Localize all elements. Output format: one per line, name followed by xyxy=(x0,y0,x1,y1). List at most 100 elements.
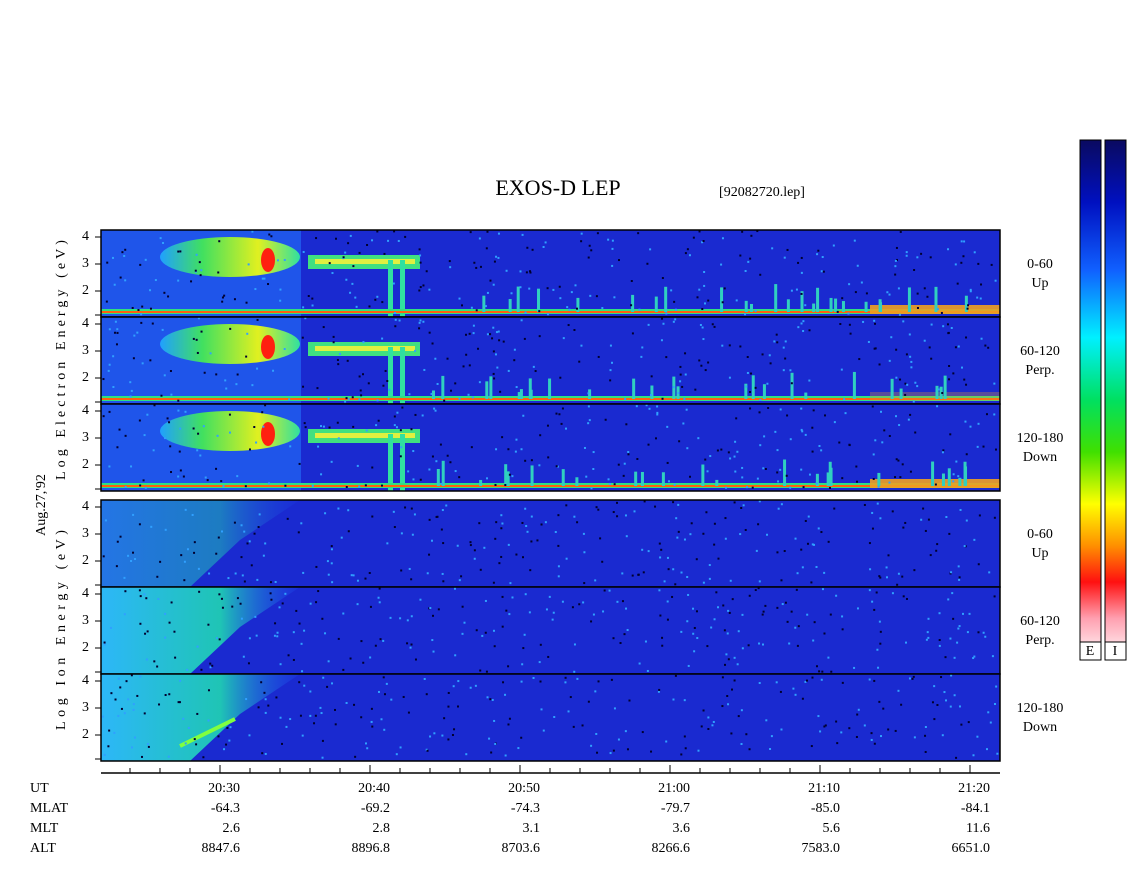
y-tick-label: 2 xyxy=(82,727,89,742)
noise-dot xyxy=(677,392,680,395)
noise-dot xyxy=(818,670,821,673)
noise-dot xyxy=(795,588,798,591)
noise-dot xyxy=(435,460,438,463)
noise-dot xyxy=(623,633,626,636)
noise-dot xyxy=(758,682,761,685)
noise-dot xyxy=(530,515,533,518)
noise-dot xyxy=(179,469,182,472)
noise-dot xyxy=(847,312,850,315)
spike xyxy=(482,295,486,312)
noise-dot xyxy=(995,685,998,688)
noise-dot xyxy=(115,565,118,568)
noise-dot xyxy=(877,666,880,669)
noise-dot xyxy=(871,527,874,530)
noise-dot xyxy=(256,367,259,370)
noise-dot xyxy=(547,655,550,658)
panel-label: Perp. xyxy=(1025,363,1054,378)
noise-dot xyxy=(177,475,180,478)
noise-dot xyxy=(888,359,891,362)
noise-dot xyxy=(748,594,751,597)
noise-dot xyxy=(611,264,614,267)
noise-dot xyxy=(127,698,130,701)
noise-dot xyxy=(147,743,150,746)
noise-dot xyxy=(136,694,139,697)
noise-dot xyxy=(741,613,744,616)
noise-dot xyxy=(425,748,428,751)
noise-dot xyxy=(197,317,200,320)
plasma-core xyxy=(261,335,275,359)
noise-dot xyxy=(603,589,606,592)
noise-dot xyxy=(762,467,765,470)
noise-dot xyxy=(674,674,677,677)
noise-dot xyxy=(525,271,528,274)
spike xyxy=(436,468,440,486)
y-tick-label: 4 xyxy=(82,673,89,688)
noise-dot xyxy=(441,734,444,737)
spike xyxy=(720,287,724,312)
noise-dot xyxy=(638,308,641,311)
noise-dot xyxy=(545,608,548,611)
panel-label: 60-120 xyxy=(1020,344,1060,359)
spike xyxy=(783,459,787,486)
noise-dot xyxy=(376,295,379,298)
noise-dot xyxy=(465,753,468,756)
noise-dot xyxy=(607,238,610,241)
noise-dot xyxy=(711,724,714,727)
noise-dot xyxy=(877,485,880,488)
noise-dot xyxy=(117,714,120,717)
noise-dot xyxy=(465,353,468,356)
noise-dot xyxy=(800,407,803,410)
noise-dot xyxy=(774,430,777,433)
noise-dot xyxy=(390,698,393,701)
noise-dot xyxy=(914,381,917,384)
noise-dot xyxy=(494,483,497,486)
noise-dot xyxy=(960,261,963,264)
noise-dot xyxy=(989,721,992,724)
noise-dot xyxy=(559,376,562,379)
noise-dot xyxy=(875,591,878,594)
noise-dot xyxy=(744,528,747,531)
noise-dot xyxy=(797,625,800,628)
spectrogram-panel xyxy=(100,316,1001,405)
noise-dot xyxy=(958,576,961,579)
noise-dot xyxy=(552,288,555,291)
noise-dot xyxy=(658,589,661,592)
spike xyxy=(815,473,819,486)
noise-dot xyxy=(327,573,330,576)
noise-dot xyxy=(376,399,379,402)
noise-dot xyxy=(869,568,872,571)
noise-dot xyxy=(660,548,663,551)
noise-dot xyxy=(587,256,590,259)
noise-dot xyxy=(352,574,355,577)
row-value: 8266.6 xyxy=(652,841,691,856)
noise-dot xyxy=(673,300,676,303)
noise-dot xyxy=(217,536,220,539)
noise-dot xyxy=(370,720,373,723)
noise-dot xyxy=(202,756,205,759)
noise-dot xyxy=(406,619,409,622)
noise-dot xyxy=(539,643,542,646)
noise-dot xyxy=(108,410,111,413)
noise-dot xyxy=(912,675,915,678)
noise-dot xyxy=(800,256,803,259)
noise-dot xyxy=(298,462,301,465)
noise-dot xyxy=(473,261,476,264)
noise-dot xyxy=(433,732,436,735)
noise-dot xyxy=(728,376,731,379)
noise-dot xyxy=(119,535,122,538)
noise-dot xyxy=(633,510,636,513)
noise-dot xyxy=(878,363,881,366)
noise-dot xyxy=(196,712,199,715)
noise-dot xyxy=(649,394,652,397)
noise-dot xyxy=(710,626,713,629)
noise-dot xyxy=(103,753,106,756)
noise-dot xyxy=(412,478,415,481)
noise-dot xyxy=(442,542,445,545)
noise-dot xyxy=(977,631,980,634)
noise-dot xyxy=(910,366,913,369)
noise-dot xyxy=(802,486,805,489)
noise-dot xyxy=(940,676,943,679)
noise-dot xyxy=(885,576,888,579)
noise-dot xyxy=(182,475,185,478)
noise-dot xyxy=(899,230,902,233)
